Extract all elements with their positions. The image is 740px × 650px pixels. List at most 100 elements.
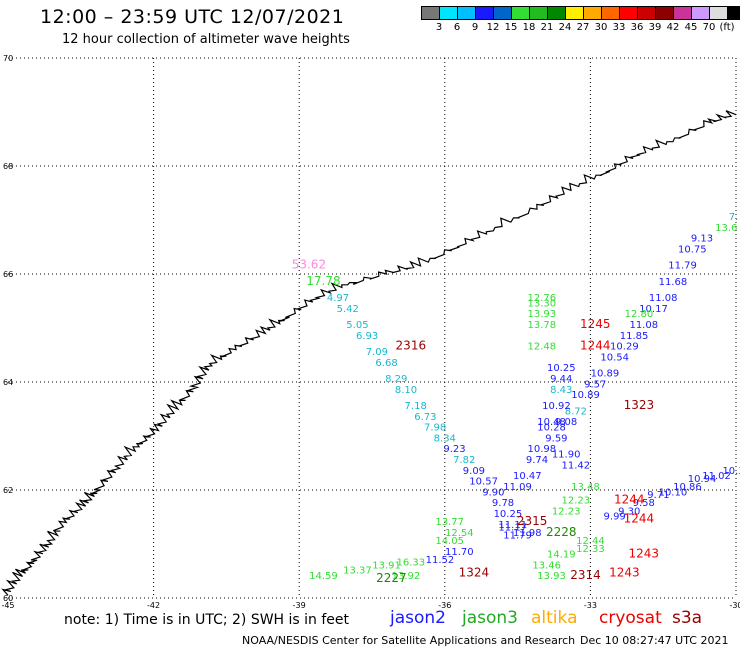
wave-height-value: 10.54 [600, 352, 629, 363]
wave-height-value: 10.47 [513, 471, 542, 482]
wave-height-value: 7. [729, 212, 739, 223]
wave-height-value: 13.78 [528, 320, 557, 331]
lon-tick-label: -39 [293, 601, 306, 610]
lon-tick-label: -36 [438, 601, 451, 610]
wave-height-value: 12.48 [528, 342, 557, 353]
color-scale-label: 39 [648, 22, 662, 33]
wave-height-value: 14.05 [435, 536, 464, 547]
wave-height-value: 12.54 [445, 528, 474, 539]
color-scale-label: 36 [630, 22, 644, 33]
satellite-legend-altika: altika [531, 608, 578, 628]
wave-height-value: 12.80 [625, 309, 654, 320]
wave-height-value: 9.13 [691, 234, 713, 245]
generated-timestamp: Dec 10 08:27:47 UTC 2021 [580, 634, 729, 647]
wave-height-value: 10.75 [678, 244, 707, 255]
lon-tick-label: -33 [584, 601, 597, 610]
wave-height-value: 10.25 [494, 509, 523, 520]
lat-tick-label: 66 [3, 270, 13, 279]
wave-height-value: 11.79 [503, 531, 532, 542]
wave-height-value: 10.28 [537, 423, 566, 434]
wave-height-value: 7.98 [424, 423, 446, 434]
lon-tick-label: -45 [1, 601, 14, 610]
pass-time-label: 1245 [580, 317, 611, 331]
color-scale-label: 21 [540, 22, 554, 33]
wave-height-value: 9.57 [584, 379, 606, 390]
satellite-legend-jason3: jason3 [462, 608, 518, 628]
wave-height-value: 9.09 [463, 466, 485, 477]
wave-height-value: 10.48 [537, 417, 566, 428]
map-title: 12:00 – 23:59 UTC 12/07/2021 [40, 6, 345, 28]
wave-height-color-scale [421, 6, 740, 20]
wave-height-value: 9.71 [647, 490, 669, 501]
wave-height-value: 12.23 [552, 506, 581, 517]
wave-height-value: 16.33 [397, 558, 426, 569]
wave-height-value: 5.42 [337, 304, 359, 315]
wave-height-value: 11.17 [498, 523, 527, 534]
color-scale-label: 18 [522, 22, 536, 33]
wave-height-value: 13.77 [435, 517, 464, 528]
color-scale-label: (ft) [719, 22, 735, 33]
lat-tick-label: 62 [3, 486, 13, 495]
wave-height-value: 11.52 [426, 555, 455, 566]
pass-time-label: 1244 [624, 511, 655, 525]
lon-tick-label: -42 [147, 601, 160, 610]
wave-height-value: 12.23 [562, 496, 591, 507]
color-scale-label: 9 [471, 22, 479, 33]
wave-height-value: 11.42 [562, 460, 591, 471]
pass-time-label: 2314 [570, 568, 601, 582]
wave-height-value: 10.89 [571, 390, 600, 401]
lat-tick-label: 68 [3, 162, 13, 171]
wave-height-value: 9.78 [492, 498, 514, 509]
pass-time-label: 1323 [624, 398, 655, 412]
wave-height-value: 13.93 [537, 571, 566, 582]
wave-height-value: 4.97 [327, 293, 349, 304]
wave-height-value: 10.98 [528, 444, 557, 455]
wave-height-value: 8.34 [434, 433, 456, 444]
footer-note: note: 1) Time is in UTC; 2) SWH is in fe… [64, 612, 350, 628]
lat-tick-label: 64 [3, 378, 13, 387]
wave-height-value: 13.92 [392, 571, 421, 582]
color-swatch [727, 6, 740, 20]
wave-height-value: 10.29 [610, 342, 639, 353]
wave-height-value: 13.48 [571, 482, 600, 493]
wave-height-value: 9.23 [443, 444, 465, 455]
color-scale-label: 3 [435, 22, 443, 33]
lat-tick-label: 70 [3, 54, 13, 63]
wave-height-value: 9.74 [526, 455, 548, 466]
wave-height-value: 8.43 [550, 385, 572, 396]
wave-height-value: 12.76 [528, 293, 557, 304]
satellite-legend-cryosat: cryosat [599, 608, 662, 628]
credit-text: NOAA/NESDIS Center for Satellite Applica… [242, 634, 576, 647]
pass-time-label: 1244 [580, 339, 611, 353]
pass-time-label: 2316 [396, 339, 427, 353]
wave-height-value: 8.10 [395, 385, 417, 396]
wave-height-value: 10.25 [547, 363, 576, 374]
pass-time-label: 1324 [459, 565, 490, 579]
wave-height-value: 11.02 [702, 471, 731, 482]
wave-height-value: 12.44 [576, 536, 605, 547]
map-subtitle: 12 hour collection of altimeter wave hei… [62, 32, 350, 47]
wave-height-value: 9.58 [633, 498, 655, 509]
wave-height-value: 13.6 [715, 223, 737, 234]
wave-height-value: 9.59 [545, 433, 567, 444]
wave-height-value: 9.99 [604, 512, 626, 523]
pass-time-label: 2227 [376, 571, 407, 585]
lat-tick-label: 60 [3, 594, 13, 603]
color-scale-label: 42 [666, 22, 680, 33]
wave-height-value: 10.94 [688, 474, 717, 485]
wave-height-value: 5.05 [346, 320, 368, 331]
color-scale-label: 6 [453, 22, 461, 33]
wave-height-value: 8.72 [565, 406, 587, 417]
wave-height-value: 13.93 [528, 309, 557, 320]
wave-height-value: 14.59 [309, 571, 338, 582]
greenland-coastline [1, 110, 737, 596]
wave-height-value: 13.91 [372, 560, 401, 571]
wave-height-value: 11.98 [513, 528, 542, 539]
wave-height-value: 8.29 [385, 374, 407, 385]
lon-tick-label: -30 [729, 601, 740, 610]
wave-height-value: 11.68 [659, 277, 688, 288]
wave-height-value: 7.09 [366, 347, 388, 358]
satellite-legend-jason2: jason2 [390, 608, 446, 628]
wave-height-value: 9.44 [550, 374, 572, 385]
